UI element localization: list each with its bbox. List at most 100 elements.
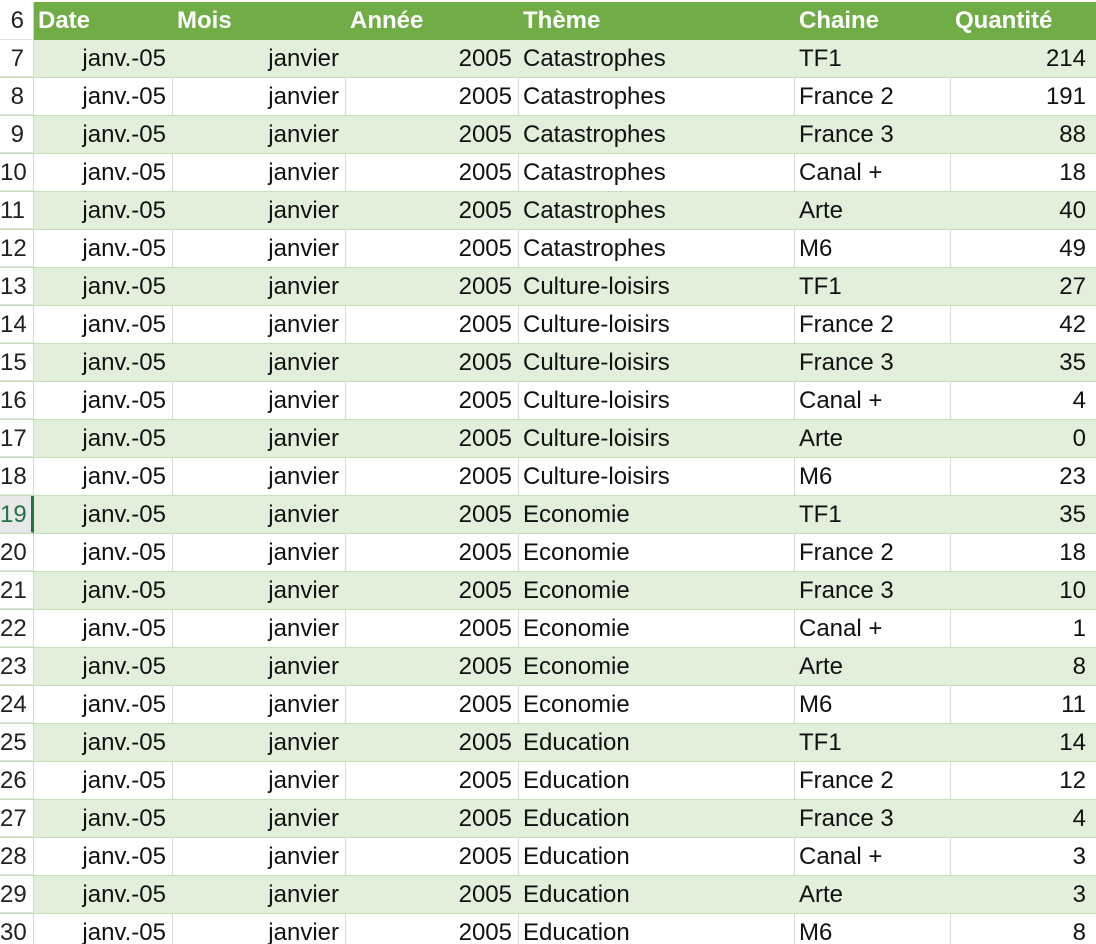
header-chaine[interactable]: Chaine <box>799 7 880 34</box>
row-number[interactable]: 16 <box>0 382 34 419</box>
cell-chaine[interactable]: France 3 <box>795 116 951 153</box>
cell-chaine[interactable]: Canal + <box>795 382 951 419</box>
cell-annee[interactable]: 2005 <box>346 914 519 944</box>
cell-mois[interactable]: janvier <box>173 78 346 115</box>
cell-annee[interactable]: 2005 <box>346 192 519 229</box>
cell-date[interactable]: janv.-05 <box>34 496 173 533</box>
row-number[interactable]: 25 <box>0 724 34 761</box>
cell-annee[interactable]: 2005 <box>346 876 519 913</box>
cell-theme[interactable]: Economie <box>519 572 795 609</box>
cell-chaine[interactable]: France 3 <box>795 344 951 381</box>
row-number[interactable]: 22 <box>0 610 34 647</box>
cell-quantite[interactable]: 3 <box>1072 881 1086 908</box>
cell-theme[interactable]: Catastrophes <box>519 40 795 77</box>
cell-date[interactable]: janv.-05 <box>34 382 173 419</box>
cell-annee[interactable]: 2005 <box>346 648 519 685</box>
cell-theme[interactable]: Economie <box>519 648 795 685</box>
cell-chaine[interactable]: Arte <box>795 420 951 457</box>
cell-annee[interactable]: 2005 <box>346 572 519 609</box>
cell-quantite[interactable]: 18 <box>1059 159 1086 186</box>
row-number[interactable]: 11 <box>0 192 34 229</box>
cell-chaine[interactable]: Arte <box>795 876 951 913</box>
header-quantite[interactable]: Quantité <box>955 7 1053 34</box>
cell-theme[interactable]: Culture-loisirs <box>519 344 795 381</box>
row-number[interactable]: 18 <box>0 458 34 495</box>
row-number[interactable]: 13 <box>0 268 34 305</box>
cell-chaine[interactable]: France 2 <box>795 306 951 343</box>
cell-chaine[interactable]: France 2 <box>795 762 951 799</box>
cell-date[interactable]: janv.-05 <box>34 40 173 77</box>
cell-quantite[interactable]: 18 <box>1059 539 1086 566</box>
cell-mois[interactable]: janvier <box>173 306 346 343</box>
cell-theme[interactable]: Education <box>519 800 795 837</box>
cell-quantite[interactable]: 3 <box>1072 843 1086 870</box>
cell-mois[interactable]: janvier <box>173 724 346 761</box>
cell-theme[interactable]: Economie <box>519 496 795 533</box>
cell-chaine[interactable]: TF1 <box>795 40 951 77</box>
row-number[interactable]: 19 <box>0 496 34 533</box>
cell-annee[interactable]: 2005 <box>346 40 519 77</box>
cell-mois[interactable]: janvier <box>173 534 346 571</box>
cell-mois[interactable]: janvier <box>173 154 346 191</box>
cell-mois[interactable]: janvier <box>173 268 346 305</box>
cell-theme[interactable]: Education <box>519 876 795 913</box>
cell-annee[interactable]: 2005 <box>346 724 519 761</box>
cell-date[interactable]: janv.-05 <box>34 344 173 381</box>
header-mois[interactable]: Mois <box>177 7 232 34</box>
cell-theme[interactable]: Catastrophes <box>519 116 795 153</box>
cell-date[interactable]: janv.-05 <box>34 686 173 723</box>
row-number[interactable]: 24 <box>0 686 34 723</box>
cell-quantite[interactable]: 23 <box>1059 463 1086 490</box>
cell-quantite[interactable]: 0 <box>1072 425 1086 452</box>
cell-quantite[interactable]: 1 <box>1072 615 1086 642</box>
cell-theme[interactable]: Education <box>519 762 795 799</box>
cell-quantite[interactable]: 14 <box>1059 729 1086 756</box>
cell-date[interactable]: janv.-05 <box>34 610 173 647</box>
cell-chaine[interactable]: TF1 <box>795 496 951 533</box>
cell-annee[interactable]: 2005 <box>346 762 519 799</box>
cell-quantite[interactable]: 191 <box>1045 83 1086 110</box>
cell-mois[interactable]: janvier <box>173 116 346 153</box>
cell-mois[interactable]: janvier <box>173 686 346 723</box>
cell-chaine[interactable]: M6 <box>795 458 951 495</box>
cell-date[interactable]: janv.-05 <box>34 306 173 343</box>
cell-date[interactable]: janv.-05 <box>34 914 173 944</box>
cell-quantite[interactable]: 8 <box>1072 919 1086 944</box>
cell-chaine[interactable]: TF1 <box>795 724 951 761</box>
cell-date[interactable]: janv.-05 <box>34 230 173 267</box>
cell-theme[interactable]: Culture-loisirs <box>519 458 795 495</box>
cell-chaine[interactable]: France 2 <box>795 78 951 115</box>
cell-quantite[interactable]: 214 <box>1045 45 1086 72</box>
cell-mois[interactable]: janvier <box>173 344 346 381</box>
cell-quantite[interactable]: 35 <box>1059 349 1086 376</box>
cell-date[interactable]: janv.-05 <box>34 268 173 305</box>
cell-theme[interactable]: Economie <box>519 686 795 723</box>
cell-quantite[interactable]: 8 <box>1072 653 1086 680</box>
cell-mois[interactable]: janvier <box>173 230 346 267</box>
cell-mois[interactable]: janvier <box>173 420 346 457</box>
cell-mois[interactable]: janvier <box>173 876 346 913</box>
row-number[interactable]: 23 <box>0 648 34 685</box>
cell-quantite[interactable]: 11 <box>1061 691 1086 718</box>
cell-annee[interactable]: 2005 <box>346 800 519 837</box>
cell-annee[interactable]: 2005 <box>346 116 519 153</box>
row-number[interactable]: 17 <box>0 420 34 457</box>
cell-date[interactable]: janv.-05 <box>34 420 173 457</box>
cell-mois[interactable]: janvier <box>173 838 346 875</box>
cell-theme[interactable]: Culture-loisirs <box>519 420 795 457</box>
cell-mois[interactable]: janvier <box>173 40 346 77</box>
cell-annee[interactable]: 2005 <box>346 458 519 495</box>
cell-theme[interactable]: Education <box>519 914 795 944</box>
cell-theme[interactable]: Education <box>519 724 795 761</box>
cell-date[interactable]: janv.-05 <box>34 116 173 153</box>
row-number[interactable]: 20 <box>0 534 34 571</box>
cell-quantite[interactable]: 88 <box>1059 121 1086 148</box>
cell-annee[interactable]: 2005 <box>346 610 519 647</box>
cell-theme[interactable]: Catastrophes <box>519 192 795 229</box>
cell-date[interactable]: janv.-05 <box>34 458 173 495</box>
cell-date[interactable]: janv.-05 <box>34 876 173 913</box>
cell-mois[interactable]: janvier <box>173 800 346 837</box>
cell-date[interactable]: janv.-05 <box>34 762 173 799</box>
row-number[interactable]: 12 <box>0 230 34 267</box>
cell-quantite[interactable]: 42 <box>1059 311 1086 338</box>
